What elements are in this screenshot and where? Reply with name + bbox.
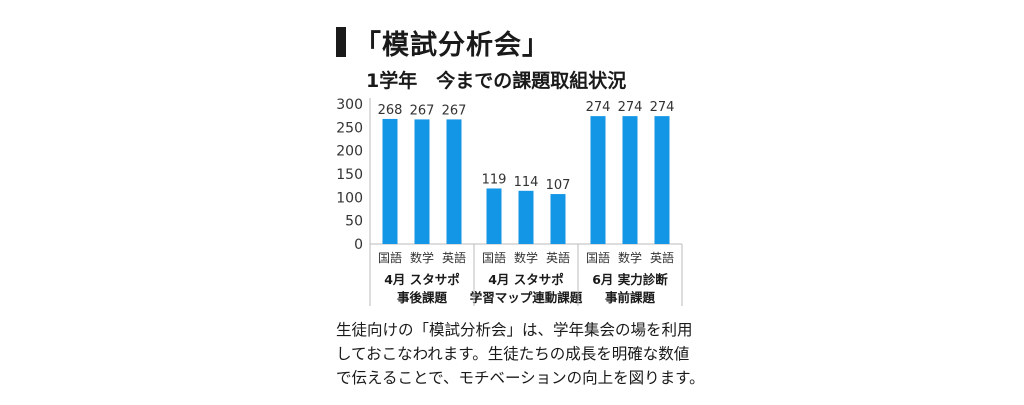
bar-chart: 0 50 100 150 200 250 300 268 国語 267 数学 267 英語 4月 スタサポ… (336, 97, 683, 306)
bar (622, 116, 638, 244)
data-label: 267 (410, 103, 435, 118)
section-heading: 「模試分析会」 (336, 22, 550, 62)
caption-line: しておこなわれます。生徒たちの成長を明確な数値 (336, 345, 690, 363)
category-label: 数学 (514, 250, 538, 265)
category-label: 国語 (586, 250, 610, 265)
data-label: 268 (378, 103, 403, 118)
category-label: 英語 (650, 250, 674, 265)
y-tick-label: 100 (336, 190, 363, 206)
data-label: 107 (546, 178, 571, 193)
data-label: 267 (442, 103, 467, 118)
y-tick-label: 0 (354, 237, 363, 253)
category-label: 英語 (442, 250, 466, 265)
y-tick-label: 50 (345, 214, 363, 230)
heading-text: 「模試分析会」 (354, 29, 550, 61)
data-label: 274 (618, 100, 643, 115)
group-label: 4月 スタサポ (384, 272, 460, 287)
bar (382, 118, 398, 244)
category-label: 国語 (378, 250, 402, 265)
caption-line: で伝えることで、モチベーションの向上を図ります。 (336, 369, 705, 387)
caption-line: 生徒向けの「模試分析会」は、学年集会の場を利用 (336, 321, 693, 339)
bar (518, 190, 534, 244)
data-label: 274 (586, 100, 611, 115)
data-label: 274 (650, 100, 675, 115)
bar (486, 188, 502, 244)
category-label: 数学 (618, 250, 642, 265)
category-label: 数学 (410, 250, 434, 265)
group-label: 4月 スタサポ (488, 272, 564, 287)
bar (446, 119, 462, 244)
data-label: 114 (514, 175, 539, 190)
group-label: 学習マップ連動課題 (470, 290, 583, 305)
y-tick-label: 200 (336, 144, 363, 160)
group-label: 6月 実力診断 (592, 272, 668, 287)
bar (414, 119, 430, 244)
y-tick-label: 300 (336, 97, 363, 113)
group-label: 事前課題 (605, 290, 656, 305)
heading-marker (336, 27, 346, 57)
caption: 生徒向けの「模試分析会」は、学年集会の場を利用 しておこなわれます。生徒たちの成… (336, 318, 705, 390)
y-tick-label: 250 (336, 120, 363, 136)
group-label: 事後課題 (397, 290, 448, 305)
data-label: 119 (482, 172, 507, 187)
bar (590, 116, 606, 244)
category-label: 国語 (482, 250, 506, 265)
category-label: 英語 (546, 250, 570, 265)
bar (654, 116, 670, 244)
chart-title: 1学年 今までの課題取組状況 (366, 70, 627, 92)
bar (550, 194, 566, 244)
y-tick-label: 150 (336, 167, 363, 183)
